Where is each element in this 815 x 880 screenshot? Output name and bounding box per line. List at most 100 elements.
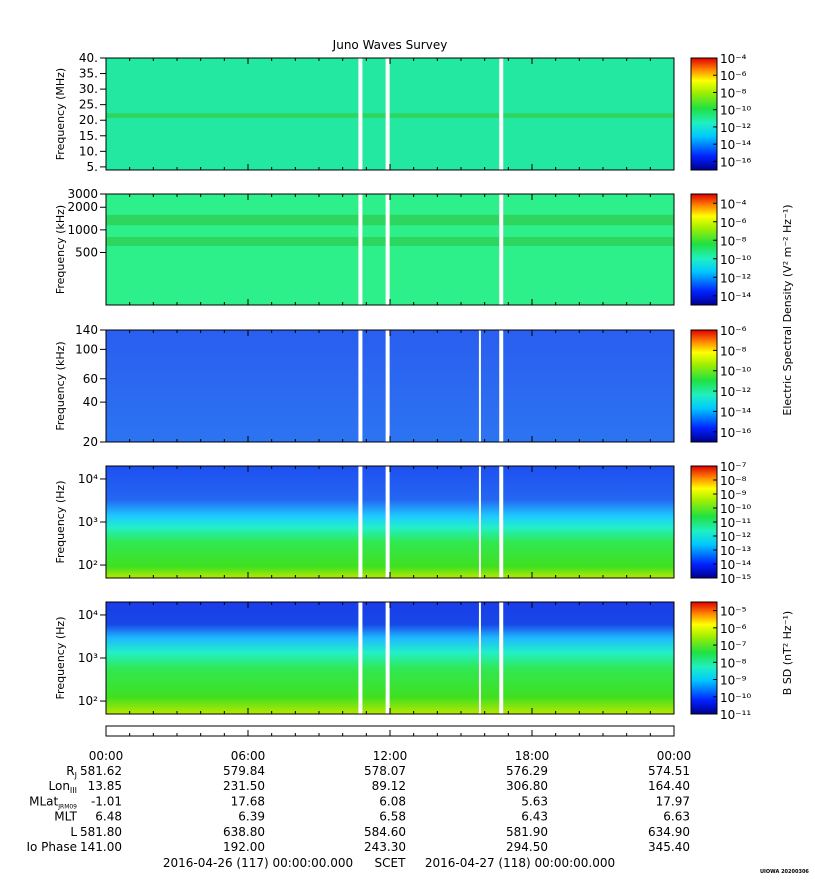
y-tick-label: 10² xyxy=(78,694,98,708)
ephemeris-value: 581.80 xyxy=(80,825,122,839)
y-tick-label: 10⁴ xyxy=(78,608,98,622)
ephemeris-value: 13.85 xyxy=(88,779,122,793)
colorbar-tick-label: 10⁻⁸ xyxy=(720,86,747,100)
ephemeris-value: 192.00 xyxy=(223,840,265,854)
y-tick-label: 2000 xyxy=(67,200,98,214)
ephemeris-value: 294.50 xyxy=(506,840,548,854)
colorbar-tick-label: 10⁻¹⁶ xyxy=(720,426,751,440)
ephemeris-value: 576.29 xyxy=(506,764,548,778)
colorbar-tick-label: 10⁻¹⁴ xyxy=(720,405,751,419)
colorbar-tick-label: 10⁻⁸ xyxy=(720,234,747,248)
colorbar-tick-label: 10⁻¹⁴ xyxy=(720,290,751,304)
data-gap-1 xyxy=(358,602,363,714)
colorbar-tick-label: 10⁻¹⁰ xyxy=(720,365,751,379)
colorbar-tick-label: 10⁻¹³ xyxy=(720,544,751,558)
ephemeris-row-label: L xyxy=(70,825,77,839)
y-axis-label: Frequency (Hz) xyxy=(54,481,67,564)
ephemeris-value: 5.63 xyxy=(521,794,548,808)
colorbar-gradient xyxy=(690,329,718,443)
colorbar-gradient xyxy=(690,193,718,306)
ephemeris-row-r: RJ 581.62 579.84 578.07 576.29 574.51 xyxy=(66,764,690,780)
emission-band-1 xyxy=(106,113,674,118)
y-tick-label: 10. xyxy=(79,144,98,158)
colorbar-tick-label: 10⁻¹⁰ xyxy=(720,253,751,267)
colorbar-tick-label: 10⁻⁴ xyxy=(720,52,747,66)
y-tick-label: 10⁴ xyxy=(78,472,98,486)
ephemeris-row-l: L 581.80 638.80 584.60 581.90 634.90 xyxy=(70,825,690,839)
colorbar-tick-label: 10⁻⁶ xyxy=(720,622,747,636)
data-gap-3 xyxy=(499,466,504,578)
spectrogram-background xyxy=(106,602,674,714)
colorbar-tick-label: 10⁻¹⁴ xyxy=(720,558,751,572)
ephemeris-value: 6.63 xyxy=(663,810,690,824)
y-tick-label: 25. xyxy=(79,98,98,112)
ephemeris-value: 243.30 xyxy=(364,840,406,854)
ephemeris-value: 89.12 xyxy=(372,779,406,793)
y-tick-label: 20 xyxy=(83,435,98,449)
ephemeris-row-subscript: JRM09 xyxy=(57,803,77,810)
colorbar-gradient xyxy=(690,57,718,171)
spectrogram-background xyxy=(106,330,674,442)
time-tick-label: 00:00 xyxy=(89,749,124,763)
ephemeris-value: 17.68 xyxy=(231,794,265,808)
colorbar-tick-label: 10⁻¹⁵ xyxy=(720,572,751,586)
ephemeris-row-label: Io Phase xyxy=(26,840,77,854)
ephemeris-row-label: MLT xyxy=(54,810,77,824)
chart-title: Juno Waves Survey xyxy=(332,38,448,52)
colorbar-4: 10⁻⁷10⁻⁸10⁻⁹10⁻¹⁰10⁻¹¹10⁻¹²10⁻¹³10⁻¹⁴10⁻… xyxy=(690,460,751,586)
colorbar-tick-label: 10⁻⁶ xyxy=(720,216,747,230)
ephemeris-row-io-phase: Io Phase 141.00 192.00 243.30 294.50 345.40 xyxy=(26,840,690,854)
emission-band-1 xyxy=(106,214,674,226)
ephemeris-row-mlt: MLT 6.48 6.39 6.58 6.43 6.63 xyxy=(54,810,690,824)
colorbar-tick-label: 10⁻¹⁰ xyxy=(720,502,751,516)
colorbar-tick-label: 10⁻¹¹ xyxy=(720,708,751,722)
colorbar-tick-label: 10⁻⁹ xyxy=(720,488,747,502)
ephemeris-value: 141.00 xyxy=(80,840,122,854)
data-gap-1 xyxy=(358,58,363,170)
time-tick-label: 00:00 xyxy=(657,749,692,763)
time-tick-label: 18:00 xyxy=(515,749,550,763)
y-tick-label: 10² xyxy=(78,558,98,572)
colorbar-tick-label: 10⁻⁴ xyxy=(720,197,747,211)
ephemeris-value: 574.51 xyxy=(648,764,690,778)
data-gap-1 xyxy=(358,194,363,305)
spectrogram-panel-3: 20 40 60 100 140 Frequency (kHz) 10⁻⁶ 10⁻⁸ 10⁻¹⁰… xyxy=(54,323,751,449)
y-tick-label: 15. xyxy=(79,129,98,143)
colorbar-tick-label: 10⁻⁸ xyxy=(720,344,747,358)
ephemeris-value: 6.39 xyxy=(238,810,265,824)
colorbar-tick-label: 10⁻⁵ xyxy=(720,605,747,619)
colorbar-tick-label: 10⁻⁸ xyxy=(720,656,747,670)
data-gap-2 xyxy=(385,466,390,578)
colorbar-tick-label: 10⁻⁹ xyxy=(720,674,747,688)
data-gap-thin-1 xyxy=(478,602,481,714)
time-tick-label: 06:00 xyxy=(231,749,266,763)
colorbar-tick-label: 10⁻¹¹ xyxy=(720,516,751,530)
colorbar-tick-label: 10⁻¹² xyxy=(720,530,751,544)
time-tick-label: 12:00 xyxy=(373,749,408,763)
colorbar-1: 10⁻⁴ 10⁻⁶ 10⁻⁸ 10⁻¹⁰ 10⁻¹² 10⁻¹⁴ 10⁻¹⁶ xyxy=(690,52,751,171)
ephemeris-row-subscript: J xyxy=(74,771,77,780)
y-tick-label: 10³ xyxy=(78,651,98,665)
data-gap-thin-1 xyxy=(478,330,481,442)
footer-stamp: UIOWA 20200306 xyxy=(760,869,809,875)
ephemeris-value: 164.40 xyxy=(648,779,690,793)
ephemeris-row-label: MLatJRM09 xyxy=(29,794,77,810)
data-gap-2 xyxy=(385,58,390,170)
colorbar-tick-label: 10⁻¹² xyxy=(720,385,751,399)
data-gap-3 xyxy=(499,194,504,305)
colorbar-tick-label: 10⁻¹⁴ xyxy=(720,138,751,152)
ephemeris-row-lon: LonIII 13.85 231.50 89.12 306.80 164.40 xyxy=(49,779,691,795)
ephemeris-value: 581.62 xyxy=(80,764,122,778)
ephemeris-row-label: LonIII xyxy=(49,779,78,795)
ephemeris-value: -1.01 xyxy=(91,794,122,808)
data-gap-2 xyxy=(385,602,390,714)
ephemeris-value: 581.90 xyxy=(506,825,548,839)
y-tick-label: 1000 xyxy=(67,223,98,237)
data-gap-1 xyxy=(358,466,363,578)
data-gap-3 xyxy=(499,330,504,442)
colorbar-tick-label: 10⁻¹⁶ xyxy=(720,155,751,169)
colorbar-label-esd: Electric Spectral Density (V² m⁻² Hz⁻¹) xyxy=(781,204,794,415)
spectrogram-panel-4: 10² 10³ 10⁴ Frequency (Hz) 10⁻⁷10⁻⁸10⁻⁹10⁻¹⁰… xyxy=(54,460,751,586)
